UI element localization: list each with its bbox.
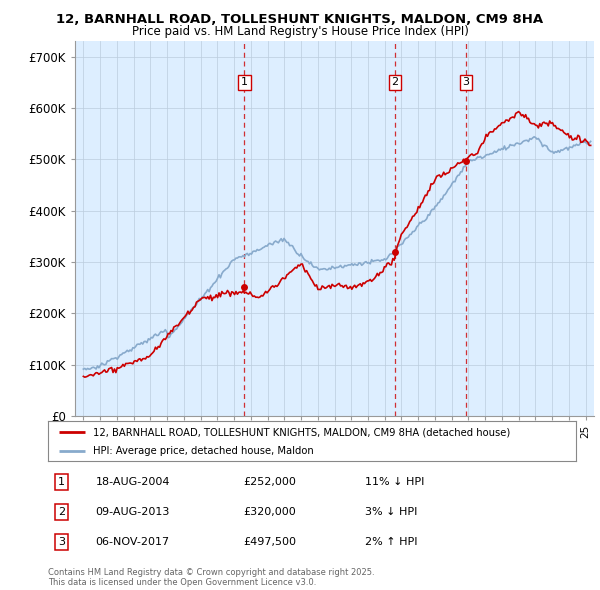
Text: 12, BARNHALL ROAD, TOLLESHUNT KNIGHTS, MALDON, CM9 8HA (detached house): 12, BARNHALL ROAD, TOLLESHUNT KNIGHTS, M…	[93, 427, 510, 437]
Text: Price paid vs. HM Land Registry's House Price Index (HPI): Price paid vs. HM Land Registry's House …	[131, 25, 469, 38]
Text: 12, BARNHALL ROAD, TOLLESHUNT KNIGHTS, MALDON, CM9 8HA: 12, BARNHALL ROAD, TOLLESHUNT KNIGHTS, M…	[56, 13, 544, 26]
Text: Contains HM Land Registry data © Crown copyright and database right 2025.
This d: Contains HM Land Registry data © Crown c…	[48, 568, 374, 587]
Text: 2% ↑ HPI: 2% ↑ HPI	[365, 537, 418, 547]
Text: 2: 2	[58, 507, 65, 517]
Text: £252,000: £252,000	[244, 477, 296, 487]
Text: £320,000: £320,000	[244, 507, 296, 517]
Text: HPI: Average price, detached house, Maldon: HPI: Average price, detached house, Mald…	[93, 447, 314, 456]
Text: 06-NOV-2017: 06-NOV-2017	[95, 537, 170, 547]
Text: 1: 1	[241, 77, 248, 87]
Text: 18-AUG-2004: 18-AUG-2004	[95, 477, 170, 487]
Text: £497,500: £497,500	[244, 537, 296, 547]
Text: 3: 3	[58, 537, 65, 547]
Text: 1: 1	[58, 477, 65, 487]
Text: 11% ↓ HPI: 11% ↓ HPI	[365, 477, 424, 487]
Text: 3: 3	[463, 77, 469, 87]
Text: 2: 2	[391, 77, 398, 87]
Text: 3% ↓ HPI: 3% ↓ HPI	[365, 507, 417, 517]
Text: 09-AUG-2013: 09-AUG-2013	[95, 507, 170, 517]
